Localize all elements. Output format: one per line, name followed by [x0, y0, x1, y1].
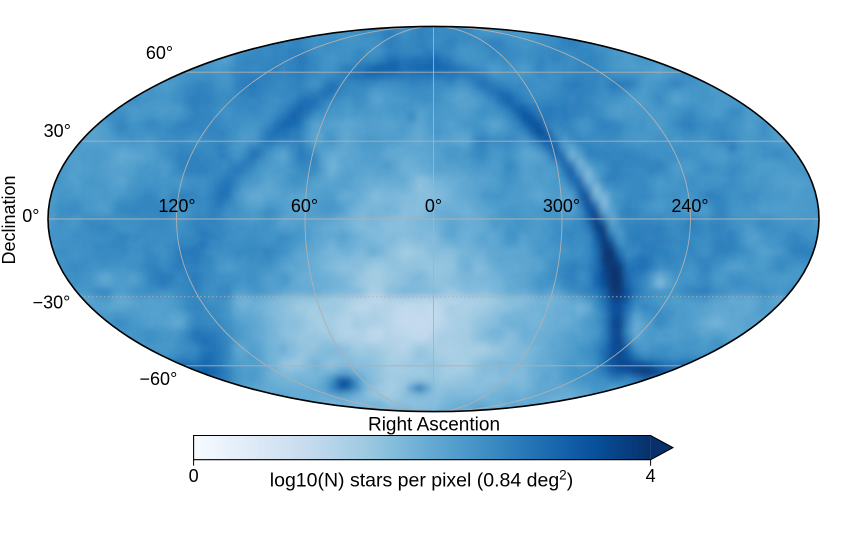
svg-text:4: 4 — [646, 466, 656, 486]
svg-text:Right Ascention: Right Ascention — [368, 415, 500, 436]
svg-text:0°: 0° — [22, 206, 39, 226]
svg-text:240°: 240° — [671, 196, 708, 216]
svg-text:0°: 0° — [425, 196, 442, 216]
svg-text:Declination: Declination — [0, 175, 19, 264]
svg-text:120°: 120° — [158, 196, 195, 216]
svg-text:60°: 60° — [146, 43, 173, 63]
svg-text:−60°: −60° — [140, 369, 178, 389]
svg-text:0: 0 — [189, 466, 199, 486]
svg-text:30°: 30° — [44, 121, 71, 141]
svg-text:60°: 60° — [291, 196, 318, 216]
svg-text:log10(N) stars per pixel (0.84: log10(N) stars per pixel (0.84 deg2) — [270, 468, 573, 492]
svg-text:−30°: −30° — [33, 293, 71, 313]
svg-text:300°: 300° — [543, 196, 580, 216]
